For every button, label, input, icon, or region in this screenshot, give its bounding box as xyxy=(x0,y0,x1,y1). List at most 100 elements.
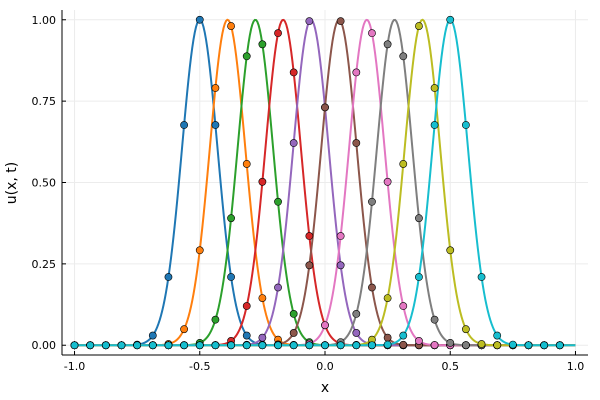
series-2-point-12 xyxy=(258,40,267,49)
series-9-point-26 xyxy=(477,273,486,281)
series-5-point-14 xyxy=(289,329,298,337)
series-9-point-8 xyxy=(195,341,204,350)
series-9-point-9 xyxy=(211,341,220,350)
series-8-point-23 xyxy=(430,84,439,92)
series-7-point-21 xyxy=(399,52,408,61)
series-7-point-19 xyxy=(368,197,376,206)
series-9-point-4 xyxy=(133,341,142,350)
series-6-point-23 xyxy=(430,341,439,349)
series-1-point-11 xyxy=(242,160,251,168)
series-2-point-9 xyxy=(211,315,220,324)
series-9-point-12 xyxy=(258,341,267,350)
series-1-point-8 xyxy=(195,246,204,255)
series-3-point-12 xyxy=(258,177,267,186)
series-6-point-19 xyxy=(368,29,376,38)
series-9-point-22 xyxy=(415,273,423,281)
y-tick-label-0: 0.00 xyxy=(32,339,57,352)
series-7-point-25 xyxy=(461,341,470,350)
series-5-point-20 xyxy=(383,333,392,342)
y-tick-label-4: 1.00 xyxy=(32,14,57,27)
series-9-point-11 xyxy=(242,341,251,350)
y-tick-label-3: 0.75 xyxy=(32,95,57,108)
series-5-point-19 xyxy=(368,283,376,292)
series-9-point-21 xyxy=(399,331,408,340)
series-2-point-14 xyxy=(289,310,298,318)
y-tick-label-2: 0.50 xyxy=(32,177,57,190)
series-0-point-6 xyxy=(164,273,173,281)
series-9-point-16 xyxy=(321,341,329,350)
series-9-point-1 xyxy=(86,341,95,350)
series-8-point-21 xyxy=(399,160,408,168)
tick-labels: -1.0 -0.5 0.0 0.5 1.0 0.00 0.25 0.50 0.75 1.00 xyxy=(32,14,585,373)
series-9-point-14 xyxy=(289,341,298,350)
series-7-point-24 xyxy=(446,338,455,347)
series-5-point-21 xyxy=(399,340,408,349)
series-9-point-27 xyxy=(493,331,502,340)
series-2-point-10 xyxy=(227,214,235,223)
series-6-point-21 xyxy=(399,302,408,310)
series-0-point-11 xyxy=(242,331,251,340)
series-9-point-17 xyxy=(336,341,345,350)
x-tick-label-2: 0.0 xyxy=(316,360,334,373)
series-2-point-13 xyxy=(274,197,282,206)
series-9-point-13 xyxy=(274,341,282,350)
series-7-point-18 xyxy=(352,310,361,318)
series-9-point-29 xyxy=(524,341,533,350)
x-tick-label-0: -1.0 xyxy=(64,360,85,373)
series-9-point-25 xyxy=(461,121,470,129)
series-4-point-13 xyxy=(274,283,282,292)
series-1-point-9 xyxy=(211,84,220,92)
series-3-point-11 xyxy=(242,302,251,310)
series-6-point-16 xyxy=(321,321,329,330)
series-8-point-25 xyxy=(461,325,470,334)
series-5-point-15 xyxy=(305,261,314,270)
series-7-point-22 xyxy=(415,214,423,223)
series-1-point-12 xyxy=(258,294,267,302)
series-9-point-2 xyxy=(101,341,110,350)
series-2-point-11 xyxy=(242,52,251,61)
series-3-point-14 xyxy=(289,68,298,77)
x-tick-label-1: -0.5 xyxy=(189,360,210,373)
series-9-point-24 xyxy=(446,15,455,24)
series-9-point-7 xyxy=(180,341,189,350)
series-9-point-31 xyxy=(555,341,564,350)
series-9-point-6 xyxy=(164,341,173,350)
series-6-point-22 xyxy=(415,337,423,345)
series-9-point-23 xyxy=(430,121,439,129)
series-3-point-13 xyxy=(274,29,282,38)
series-0-point-7 xyxy=(180,121,189,129)
series-points xyxy=(70,15,564,350)
series-6-point-17 xyxy=(336,232,345,240)
series-5-point-17 xyxy=(336,17,345,26)
series-4-point-14 xyxy=(289,139,298,147)
series-9-point-28 xyxy=(508,340,517,349)
series-0-point-8 xyxy=(195,15,204,24)
x-tick-label-3: 0.5 xyxy=(441,360,459,373)
series-4-point-18 xyxy=(352,329,361,337)
series-9-point-15 xyxy=(305,341,314,350)
series-9-point-3 xyxy=(117,341,126,350)
series-5-point-16 xyxy=(321,103,329,112)
series-8-point-20 xyxy=(383,294,392,302)
series-7-point-23 xyxy=(430,315,439,324)
series-1-point-10 xyxy=(227,22,235,30)
series-7-point-20 xyxy=(383,40,392,49)
series-0-point-5 xyxy=(148,331,157,340)
series-1-point-7 xyxy=(180,325,189,334)
series-8-point-24 xyxy=(446,246,455,255)
series-4-point-15 xyxy=(305,17,314,26)
series-5-point-18 xyxy=(352,139,361,147)
series-4-point-17 xyxy=(336,261,345,270)
series-9-point-30 xyxy=(540,341,549,350)
series-8-point-22 xyxy=(415,22,423,30)
series-6-point-20 xyxy=(383,177,392,186)
series-9-point-0 xyxy=(70,341,79,350)
x-axis-label: x xyxy=(321,380,329,396)
axes xyxy=(61,10,588,356)
series-9-point-20 xyxy=(383,340,392,349)
series-8-point-26 xyxy=(477,340,486,348)
y-tick-label-1: 0.25 xyxy=(32,258,57,271)
series-0-point-9 xyxy=(211,121,220,129)
series-8-point-27 xyxy=(493,341,502,350)
